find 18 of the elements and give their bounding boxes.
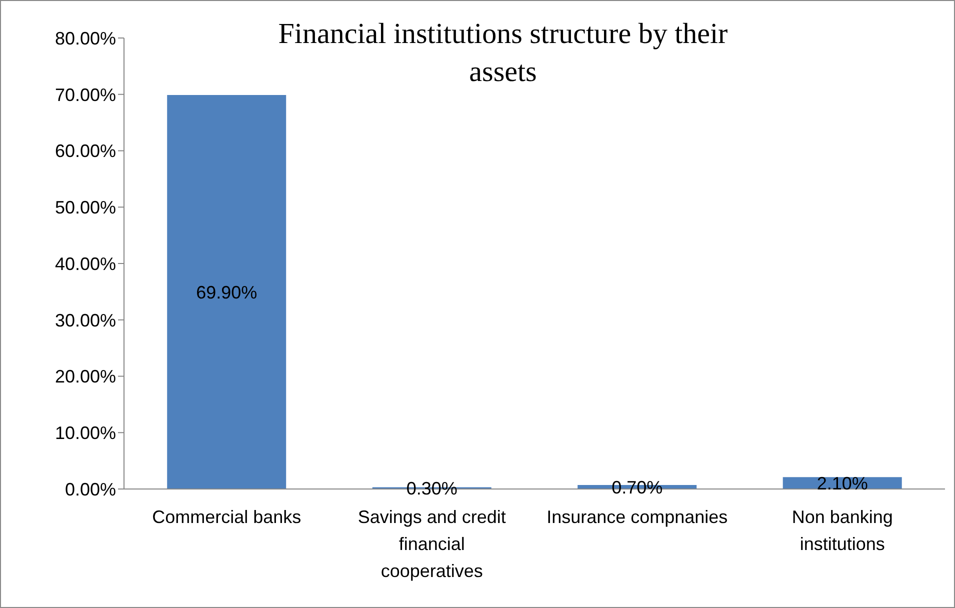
x-tick-label: Non banking institutions	[792, 507, 893, 554]
data-label: 69.90%	[196, 282, 258, 302]
y-tick-label: 80.00%	[54, 28, 116, 48]
y-tick-label: 60.00%	[54, 141, 116, 162]
y-tick-label: 40.00%	[54, 254, 116, 274]
y-tick-label: 30.00%	[54, 310, 116, 330]
y-tick-label: 10.00%	[54, 423, 116, 444]
x-tick-label: Savings and credit financial cooperatives	[358, 507, 506, 581]
y-tick-label: 50.00%	[54, 198, 116, 218]
data-label: 0.70%	[612, 477, 663, 498]
x-tick-label: Insurance compnanies	[546, 507, 728, 527]
data-label: 2.10%	[816, 473, 868, 494]
y-tick-label: 0.00%	[64, 479, 116, 500]
y-tick-label: 20.00%	[54, 366, 116, 387]
x-tick-label: Commercial banks	[152, 507, 302, 527]
chart-title: Financial institutions structure by their assets	[277, 17, 729, 90]
y-tick-label: 70.00%	[54, 84, 116, 105]
bar	[167, 94, 286, 489]
